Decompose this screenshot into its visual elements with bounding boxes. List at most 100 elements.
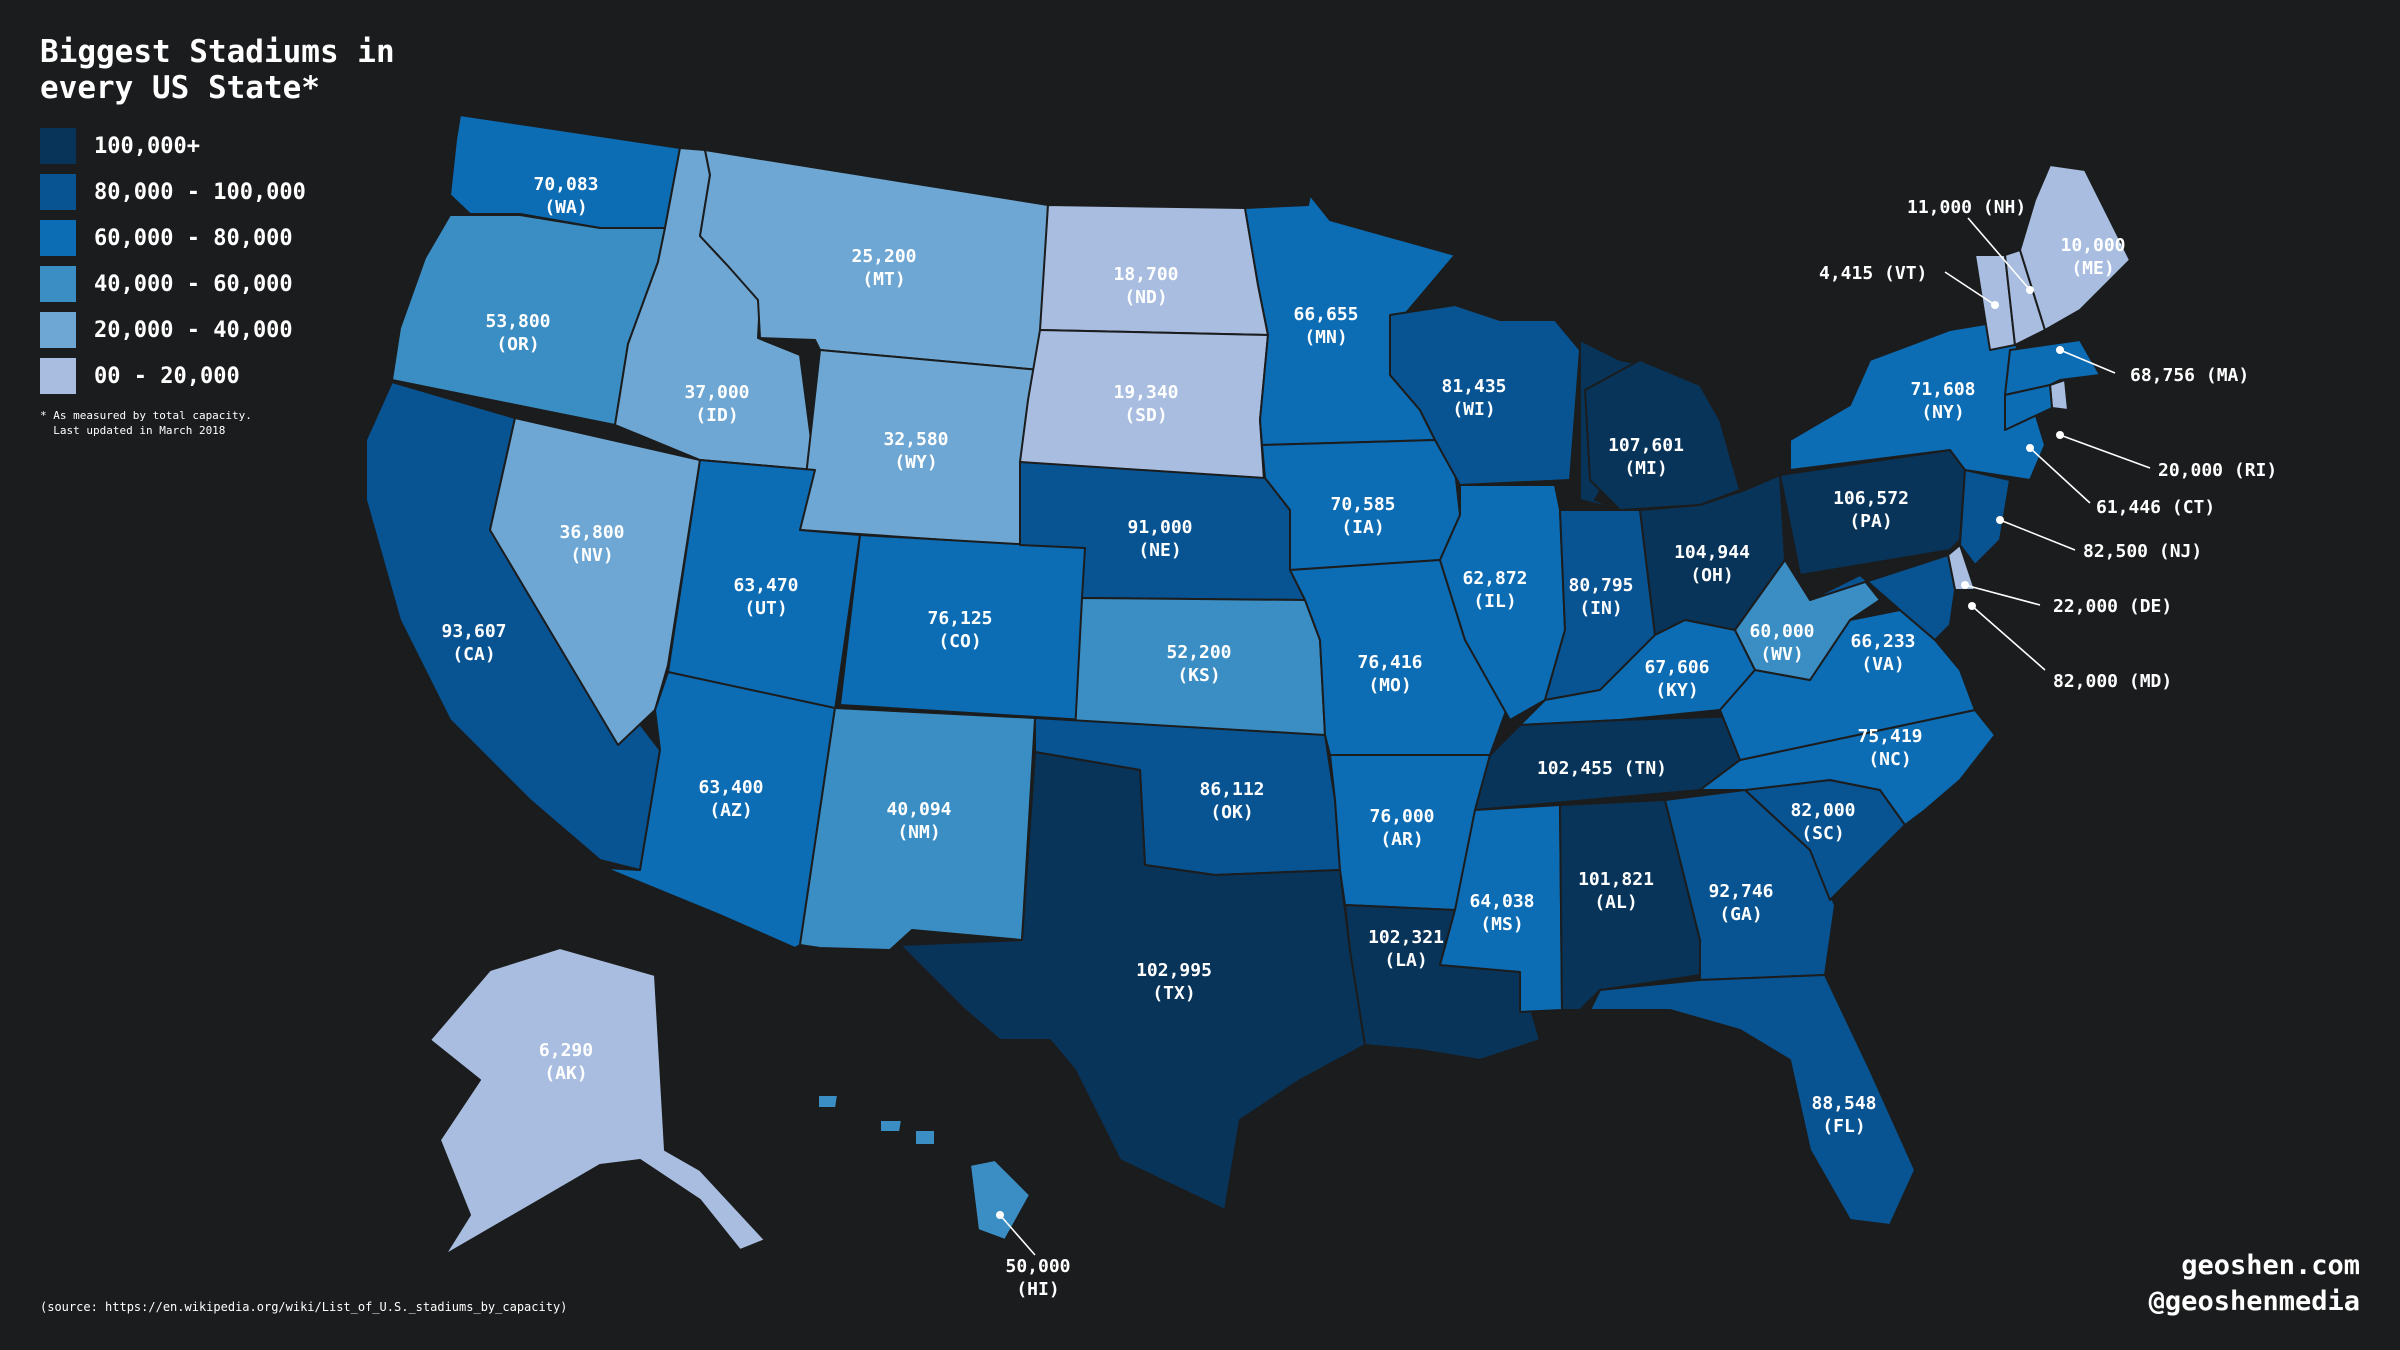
label-SC: 82,000 (SC) <box>1790 800 1855 844</box>
callout-NJ: 82,500 (NJ) <box>2083 541 2202 562</box>
label-OR: 53,800 (OR) <box>485 311 550 355</box>
leader-line-ri <box>2059 434 2151 469</box>
credit: geoshen.com @geoshenmedia <box>2149 1248 2360 1320</box>
label-MS: 64,038 (MS) <box>1469 891 1534 935</box>
label-PA: 106,572 (PA) <box>1833 488 1909 532</box>
label-CO: 76,125 (CO) <box>927 608 992 652</box>
state-MD[interactable] <box>1809 554 1956 641</box>
leader-dot-md <box>1968 602 1976 610</box>
legend-swatch <box>40 266 76 302</box>
legend-item: 40,000 - 60,000 <box>40 261 306 307</box>
leader-line-nh <box>1967 217 2031 291</box>
state-TX[interactable] <box>899 751 1366 1211</box>
state-CT[interactable] <box>2004 384 2053 431</box>
callout-VT: 4,415 (VT) <box>1819 263 1927 284</box>
legend-swatch <box>40 312 76 348</box>
credit-site[interactable]: geoshen.com <box>2181 1250 2360 1281</box>
label-KY: 67,606 (KY) <box>1644 657 1709 701</box>
leader-line-md <box>1971 605 2046 671</box>
label-WY: 32,580 (WY) <box>883 429 948 473</box>
label-IA: 70,585 (IA) <box>1330 494 1395 538</box>
callout-NH: 11,000 (NH) <box>1907 197 2026 218</box>
legend-label: 80,000 - 100,000 <box>94 179 306 205</box>
label-WV: 60,000 (WV) <box>1749 621 1814 665</box>
state-MI[interactable] <box>1584 359 1741 511</box>
callout-RI: 20,000 (RI) <box>2158 460 2277 481</box>
label-CA: 93,607 (CA) <box>441 621 506 665</box>
label-IL: 62,872 (IL) <box>1462 568 1527 612</box>
legend-label: 100,000+ <box>94 133 200 159</box>
state-WI[interactable] <box>1389 304 1581 486</box>
legend-item: 100,000+ <box>40 123 306 169</box>
label-KS: 52,200 (KS) <box>1166 642 1231 686</box>
callout-MD: 82,000 (MD) <box>2053 671 2172 692</box>
label-AZ: 63,400 (AZ) <box>698 777 763 821</box>
legend-label: 40,000 - 60,000 <box>94 271 293 297</box>
label-MT: 25,200 (MT) <box>851 246 916 290</box>
legend-item: 00 - 20,000 <box>40 353 306 399</box>
leader-dot-ct <box>2026 444 2034 452</box>
label-NE: 91,000 (NE) <box>1127 517 1192 561</box>
label-AK: 6,290 (AK) <box>539 1040 593 1084</box>
label-ID: 37,000 (ID) <box>684 382 749 426</box>
map-title: Biggest Stadiums in every US State* <box>40 34 395 106</box>
state-NC[interactable] <box>1699 709 1996 826</box>
label-MI: 107,601 (MI) <box>1608 435 1684 479</box>
label-NV: 36,800 (NV) <box>559 522 624 566</box>
label-SD: 19,340 (SD) <box>1113 382 1178 426</box>
legend-item: 80,000 - 100,000 <box>40 169 306 215</box>
legend-label: 00 - 20,000 <box>94 363 240 389</box>
label-WI: 81,435 (WI) <box>1441 376 1506 420</box>
legend-label: 20,000 - 40,000 <box>94 317 293 343</box>
state-ME[interactable] <box>2019 164 2131 331</box>
callout-MA: 68,756 (MA) <box>2130 365 2249 386</box>
state-HI[interactable] <box>969 1159 1031 1241</box>
leader-line-de <box>1964 584 2041 606</box>
label-IN: 80,795 (IN) <box>1568 575 1633 619</box>
callout-DE: 22,000 (DE) <box>2053 596 2172 617</box>
state-HI[interactable] <box>879 1119 903 1133</box>
leader-dot-nh <box>2026 286 2034 294</box>
label-GA: 92,746 (GA) <box>1708 881 1773 925</box>
label-UT: 63,470 (UT) <box>733 575 798 619</box>
label-FL: 88,548 (FL) <box>1811 1093 1876 1137</box>
state-AK[interactable] <box>429 947 766 1256</box>
legend-swatch <box>40 128 76 164</box>
states-layer <box>365 114 2131 1256</box>
label-HI: 50,000 (HI) <box>1005 1256 1070 1300</box>
leader-line-nj <box>1999 519 2076 551</box>
leader-line-hi <box>999 1214 1036 1256</box>
leader-dot-nj <box>1996 516 2004 524</box>
label-OH: 104,944 (OH) <box>1674 542 1750 586</box>
label-LA: 102,321 (LA) <box>1368 927 1444 971</box>
legend-item: 20,000 - 40,000 <box>40 307 306 353</box>
source-citation: (source: https://en.wikipedia.org/wiki/L… <box>40 1300 568 1314</box>
state-NJ[interactable] <box>1959 469 2011 566</box>
legend-label: 60,000 - 80,000 <box>94 225 293 251</box>
leader-dot-vt <box>1991 301 1999 309</box>
legend-swatch <box>40 174 76 210</box>
leader-lines <box>996 217 2151 1256</box>
leader-line-vt <box>1944 271 1996 306</box>
state-HI[interactable] <box>817 1094 839 1109</box>
label-OK: 86,112 (OK) <box>1199 779 1264 823</box>
label-VA: 66,233 (VA) <box>1850 631 1915 675</box>
label-WA: 70,083 (WA) <box>533 174 598 218</box>
leader-dot-ri <box>2056 431 2064 439</box>
legend: 100,000+ 80,000 - 100,000 60,000 - 80,00… <box>40 123 306 399</box>
leader-dot-de <box>1961 581 1969 589</box>
state-NM[interactable] <box>799 707 1036 951</box>
state-FL[interactable] <box>1589 974 1916 1226</box>
leader-dot-ma <box>2056 346 2064 354</box>
credit-handle[interactable]: @geoshenmedia <box>2148 1286 2360 1317</box>
label-MN: 66,655 (MN) <box>1293 304 1358 348</box>
legend-item: 60,000 - 80,000 <box>40 215 306 261</box>
label-AL: 101,821 (AL) <box>1578 869 1654 913</box>
label-NM: 40,094 (NM) <box>886 799 951 843</box>
label-ME: 10,000 (ME) <box>2060 235 2125 279</box>
label-MO: 76,416 (MO) <box>1357 652 1422 696</box>
state-IL[interactable] <box>1439 484 1566 721</box>
leader-dot-hi <box>996 1211 1004 1219</box>
state-HI[interactable] <box>914 1129 936 1146</box>
